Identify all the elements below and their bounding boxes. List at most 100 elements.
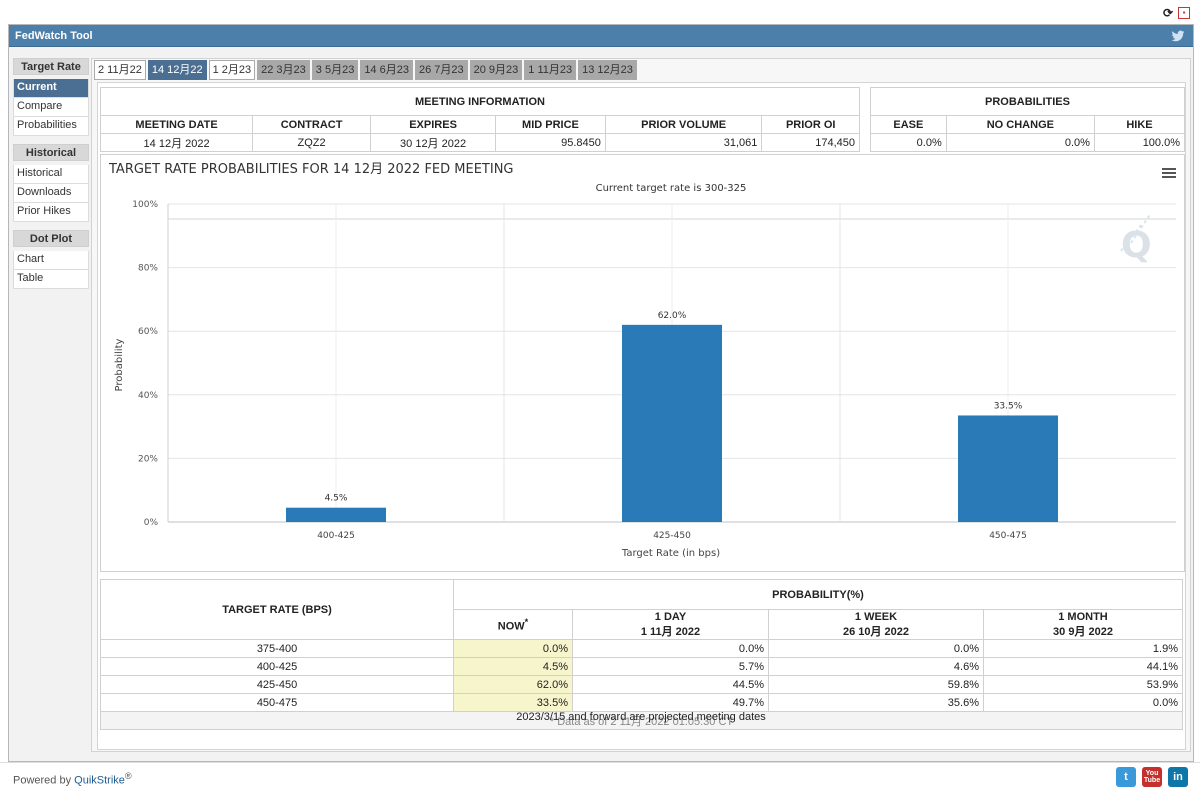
- table-row: 375-400 0.0% 0.0% 0.0% 1.9%: [100, 639, 1183, 658]
- contract: ZQZ2: [252, 133, 372, 152]
- probabilities-table: PROBABILITIES EASE NO CHANGE HIKE 0.0% 0…: [870, 87, 1186, 152]
- one-month-header: 1 MONTH 30 9月 2022: [983, 609, 1183, 640]
- now-header-label: NOW: [497, 620, 525, 633]
- month-cell: 1.9%: [983, 639, 1183, 658]
- now-footnote-mark: *: [524, 616, 529, 627]
- meeting-header: EXPIRES: [370, 115, 497, 134]
- bar-400-425[interactable]: [286, 507, 386, 522]
- tab-meeting[interactable]: 14 6月23: [360, 60, 413, 80]
- tab-meeting[interactable]: 22 3月23: [257, 60, 310, 80]
- sidebar-item-downloads[interactable]: Downloads: [13, 184, 89, 203]
- youtube-social-icon[interactable]: You Tube: [1142, 767, 1162, 787]
- refresh-icon[interactable]: ⟳: [1162, 6, 1174, 20]
- tab-meeting[interactable]: 3 5月23: [311, 60, 359, 80]
- x-tick-label: 425-450: [653, 531, 691, 541]
- now-cell: 62.0%: [453, 675, 573, 694]
- prob-no-change: 0.0%: [945, 133, 1095, 152]
- y-tick-label: 80%: [138, 264, 158, 274]
- mid-price: 95.8450: [495, 133, 606, 152]
- svg-text:Q: Q: [1121, 225, 1152, 266]
- meeting-info-table: MEETING INFORMATION MEETING DATE CONTRAC…: [99, 87, 860, 152]
- x-axis-title: Target Rate (in bps): [621, 548, 720, 559]
- pdf-icon[interactable]: ▪: [1178, 7, 1190, 19]
- linkedin-social-icon[interactable]: in: [1168, 767, 1188, 787]
- day-cell: 49.7%: [572, 693, 769, 712]
- sidebar-item-chart[interactable]: Chart: [13, 251, 89, 270]
- projected-dates-note: 2023/3/15 and forward are projected meet…: [516, 711, 766, 723]
- sidebar-item-prior-hikes[interactable]: Prior Hikes: [13, 203, 89, 222]
- now-cell: 33.5%: [453, 693, 573, 712]
- month-cell: 0.0%: [983, 693, 1183, 712]
- chart-subtitle: Current target rate is 300-325: [596, 183, 747, 194]
- sidebar-item-probabilities[interactable]: Probabilities: [13, 117, 89, 136]
- week-cell: 0.0%: [768, 639, 984, 658]
- one-month-label: 1 MONTH: [1058, 610, 1108, 623]
- now-cell: 4.5%: [453, 657, 573, 676]
- meeting-header: PRIOR OI: [761, 115, 860, 134]
- y-tick-label: 0%: [144, 518, 159, 528]
- main-panel: 2 11月22 14 12月22 1 2月23 22 3月23 3 5月23 1…: [91, 58, 1191, 752]
- target-rate-header: TARGET RATE (BPS): [100, 579, 454, 640]
- sidebar-header-target-rate: Target Rate: [13, 58, 89, 75]
- tab-meeting-selected[interactable]: 14 12月22: [147, 60, 207, 80]
- expires: 30 12月 2022: [370, 133, 497, 152]
- week-cell: 4.6%: [768, 657, 984, 676]
- twitter-social-icon[interactable]: t: [1116, 767, 1136, 787]
- tab-meeting[interactable]: 1 11月23: [524, 60, 577, 80]
- content-area: MEETING INFORMATION MEETING DATE CONTRAC…: [97, 82, 1186, 750]
- tab-meeting[interactable]: 13 12月23: [578, 60, 637, 80]
- sidebar-group-historical: Historical Historical Downloads Prior Hi…: [13, 144, 89, 222]
- twitter-icon[interactable]: [1171, 29, 1185, 43]
- sidebar-item-compare[interactable]: Compare: [13, 98, 89, 117]
- prob-ease: 0.0%: [870, 133, 947, 152]
- sidebar-item-current[interactable]: Current: [13, 79, 89, 98]
- meeting-tabs: 2 11月22 14 12月22 1 2月23 22 3月23 3 5月23 1…: [94, 59, 637, 81]
- chart-menu-icon[interactable]: [1162, 167, 1176, 179]
- powered-by-prefix: Powered by: [13, 774, 75, 787]
- meeting-info-caption: MEETING INFORMATION: [100, 87, 860, 116]
- week-cell: 59.8%: [768, 675, 984, 694]
- rate-cell: 450-475: [100, 693, 454, 712]
- tab-meeting[interactable]: 1 2月23: [208, 60, 256, 80]
- meeting-header: CONTRACT: [252, 115, 372, 134]
- social-links: t You Tube in: [1116, 767, 1188, 787]
- month-cell: 53.9%: [983, 675, 1183, 694]
- tab-meeting[interactable]: 20 9月23: [469, 60, 523, 80]
- day-cell: 44.5%: [572, 675, 769, 694]
- app-title: FedWatch Tool: [15, 30, 93, 42]
- one-week-date: 26 10月 2022: [842, 625, 910, 638]
- footer: Powered by QuikStrike® t You Tube in: [0, 762, 1200, 800]
- browser-top-bar: ⟳ ▪: [0, 0, 1200, 24]
- one-day-header: 1 DAY 1 11月 2022: [572, 609, 769, 640]
- prior-volume: 31,061: [604, 133, 763, 152]
- sidebar-header-historical: Historical: [13, 144, 89, 161]
- one-week-header: 1 WEEK 26 10月 2022: [768, 609, 984, 640]
- table-row: 400-425 4.5% 5.7% 4.6% 44.1%: [100, 657, 1183, 676]
- y-tick-label: 20%: [138, 454, 158, 464]
- day-cell: 5.7%: [572, 657, 769, 676]
- bar-450-475[interactable]: [958, 415, 1058, 522]
- x-tick-label: 400-425: [317, 531, 355, 541]
- one-week-label: 1 WEEK: [854, 610, 898, 623]
- quikstrike-link[interactable]: QuikStrike: [74, 774, 125, 787]
- meeting-date: 14 12月 2022: [99, 133, 254, 152]
- table-row: 425-450 62.0% 44.5% 59.8% 53.9%: [100, 675, 1183, 694]
- probabilities-caption: PROBABILITIES: [870, 87, 1185, 116]
- one-month-date: 30 9月 2022: [1053, 625, 1113, 638]
- sidebar-item-table[interactable]: Table: [13, 270, 89, 289]
- now-cell: 0.0%: [453, 639, 573, 658]
- probability-caption: PROBABILITY(%): [453, 579, 1183, 610]
- data-as-of-note: * Data as of 2 11月 2022 01:05:30 CT: [100, 711, 1183, 730]
- day-cell: 0.0%: [572, 639, 769, 658]
- tab-meeting[interactable]: 2 11月22: [94, 60, 146, 80]
- meeting-header: MID PRICE: [495, 115, 606, 134]
- y-tick-label: 60%: [138, 327, 158, 337]
- probability-history-table: TARGET RATE (BPS) PROBABILITY(%) NOW* 1 …: [100, 579, 1183, 730]
- tab-meeting[interactable]: 26 7月23: [414, 60, 468, 80]
- y-tick-label: 100%: [132, 200, 158, 210]
- prior-oi: 174,450: [761, 133, 860, 152]
- rate-cell: 425-450: [100, 675, 454, 694]
- powered-by: Powered by QuikStrike®: [13, 771, 132, 787]
- bar-425-450[interactable]: [622, 324, 722, 522]
- sidebar-item-historical[interactable]: Historical: [13, 165, 89, 184]
